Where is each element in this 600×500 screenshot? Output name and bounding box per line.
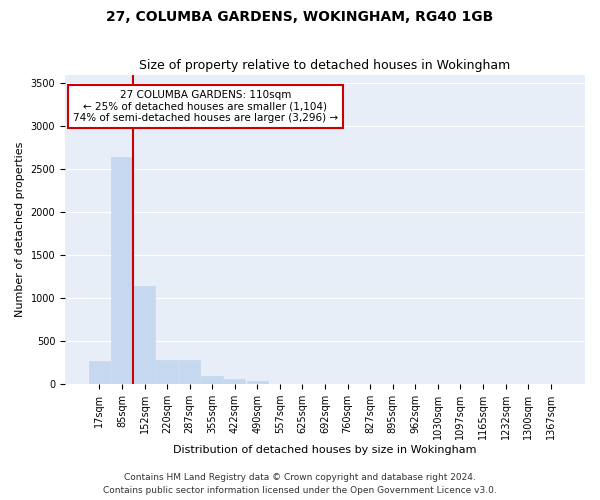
Bar — [111, 157, 133, 384]
Text: Contains HM Land Registry data © Crown copyright and database right 2024.
Contai: Contains HM Land Registry data © Crown c… — [103, 474, 497, 495]
Bar — [179, 360, 200, 384]
Bar — [202, 376, 223, 384]
Bar — [157, 360, 178, 384]
Bar — [247, 381, 268, 384]
Bar — [224, 378, 245, 384]
Bar — [89, 361, 110, 384]
Text: 27, COLUMBA GARDENS, WOKINGHAM, RG40 1GB: 27, COLUMBA GARDENS, WOKINGHAM, RG40 1GB — [106, 10, 494, 24]
Text: 27 COLUMBA GARDENS: 110sqm
← 25% of detached houses are smaller (1,104)
74% of s: 27 COLUMBA GARDENS: 110sqm ← 25% of deta… — [73, 90, 338, 123]
Title: Size of property relative to detached houses in Wokingham: Size of property relative to detached ho… — [139, 59, 511, 72]
Y-axis label: Number of detached properties: Number of detached properties — [15, 142, 25, 317]
X-axis label: Distribution of detached houses by size in Wokingham: Distribution of detached houses by size … — [173, 445, 477, 455]
Bar — [134, 286, 155, 384]
